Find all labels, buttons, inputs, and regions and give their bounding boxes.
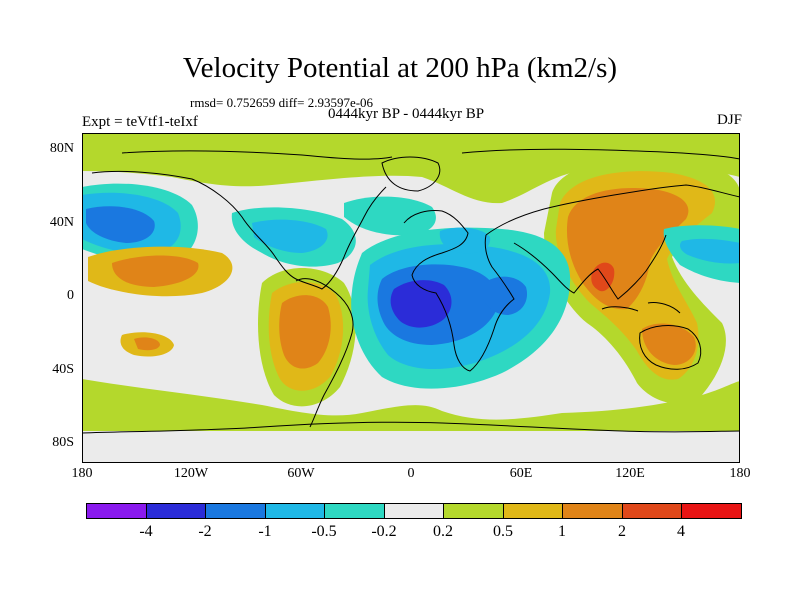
x-label-120w: 120W — [173, 466, 209, 481]
n-america-cyan — [252, 219, 328, 253]
africa-indigo — [390, 280, 452, 328]
y-label-40s: 40S — [52, 362, 74, 377]
colorbar-swatch-9 — [622, 504, 683, 518]
x-label-180w: 180 — [71, 466, 93, 481]
north-atlantic-teal — [344, 196, 436, 236]
coast-arctic — [121, 148, 740, 160]
map-plot — [82, 133, 740, 463]
east-pacific-orange — [112, 255, 199, 287]
indian-ocean-blue — [482, 276, 528, 315]
x-label-180e: 180 — [729, 466, 751, 481]
colorbar-label-neg2: -2 — [198, 523, 212, 540]
colorbar-label-neg1: -1 — [258, 523, 272, 540]
stats-label: rmsd= 0.752659 diff= 2.93597e-06 — [190, 95, 374, 110]
colorbar-label-4: 4 — [677, 523, 685, 540]
coast-asia-south — [513, 234, 667, 300]
y-label-80s: 80S — [52, 435, 74, 450]
south-pole-neutral — [82, 431, 740, 463]
coast-australia — [639, 325, 702, 370]
x-label-0: 0 — [407, 466, 415, 481]
colorbar-label-neg02: -0.2 — [371, 523, 397, 540]
coast-asia — [485, 184, 740, 236]
map-frame — [82, 133, 740, 463]
coast-north-america — [91, 170, 387, 290]
colorbar-swatch-0 — [87, 504, 147, 518]
pacific-cyan — [680, 238, 740, 264]
chart-title: Velocity Potential at 200 hPa (km2/s) — [182, 52, 618, 84]
ne-pacific-blue — [86, 206, 155, 243]
colorbar-label-neg4: -4 — [139, 523, 153, 540]
colorbar-swatch-7 — [503, 504, 564, 518]
colorbar-swatch-5 — [384, 504, 445, 518]
x-label-60e: 60E — [509, 466, 533, 481]
south-pacific-orange — [134, 337, 160, 351]
colorbar-swatch-1 — [146, 504, 207, 518]
period-label: 0444kyr BP - 0444kyr BP — [327, 106, 485, 122]
coast-europe-africa — [403, 210, 515, 372]
colorbar — [86, 503, 742, 519]
colorbar-swatch-2 — [206, 504, 266, 518]
coastlines — [82, 148, 740, 434]
s-america-orange — [279, 295, 331, 369]
colorbar-swatch-8 — [563, 504, 623, 518]
northern-green-band — [82, 133, 740, 204]
y-label-eq: 0 — [67, 288, 74, 303]
x-label-60w: 60W — [287, 466, 315, 481]
coast-indonesia — [601, 302, 681, 314]
colorbar-swatch-4 — [325, 504, 385, 518]
season-label: DJF — [716, 112, 742, 128]
colorbar-label-neg05: -0.5 — [311, 523, 337, 540]
coast-antarctica — [82, 421, 740, 434]
colorbar-swatch-10 — [682, 504, 742, 518]
y-label-40n: 40N — [49, 215, 74, 230]
experiment-label: Expt = teVtf1-teIxf — [82, 114, 198, 130]
coast-south-america — [295, 278, 354, 428]
colorbar-label-02: 0.2 — [433, 523, 453, 540]
colorbar-label-2: 2 — [618, 523, 626, 540]
coast-greenland — [381, 156, 441, 192]
colorbar-swatch-6 — [444, 504, 504, 518]
colorbar-swatch-3 — [265, 504, 326, 518]
australia-orange — [642, 323, 696, 365]
colorbar-label-05: 0.5 — [493, 523, 513, 540]
x-label-120e: 120E — [615, 466, 645, 481]
y-label-80n: 80N — [49, 141, 74, 156]
colorbar-label-1: 1 — [558, 523, 566, 540]
